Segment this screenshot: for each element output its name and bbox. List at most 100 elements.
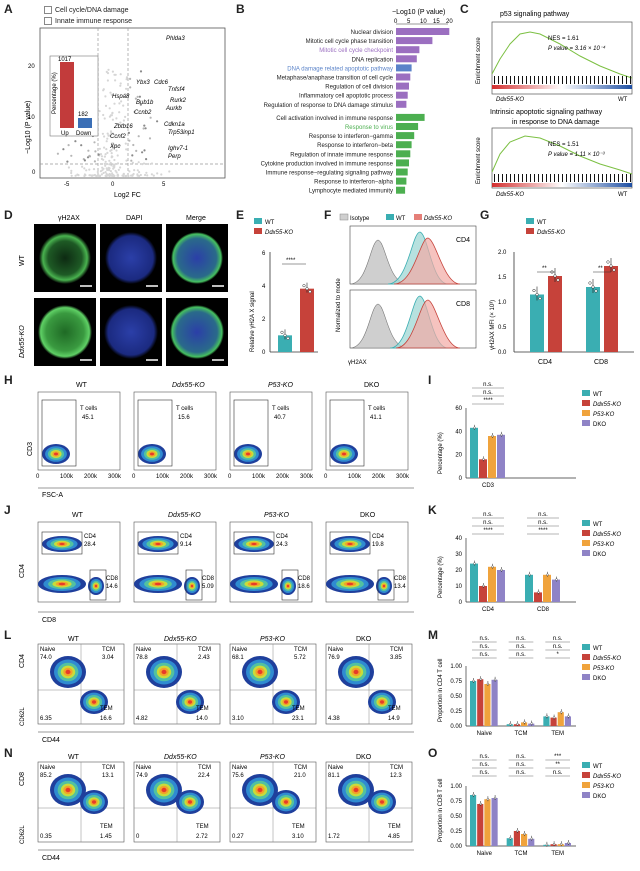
volcano-point [143,124,146,127]
dot [509,836,512,840]
tcm-value: 2.43 [198,655,210,661]
h-gate-label: T cells [368,406,385,412]
volcano-point [81,165,84,168]
panel-n-flow: WT Naive 85.2 TCM 13.1 0.35 TEM 1.45 Ddx55-KO Nai… [14,750,424,866]
dn-value: 0.35 [40,834,52,840]
dot [516,829,519,833]
bar [521,722,528,726]
volcano-point [137,135,140,138]
legend-ko: Ddx55-KO [265,230,293,236]
volcano-point [109,149,112,152]
volcano-point [62,148,65,151]
volcano-point [129,86,132,89]
g-dot [532,288,536,293]
tem-label: TEM [388,706,401,712]
flow-density [65,669,71,675]
volcano-point [93,173,96,177]
volcano-point [111,147,115,150]
sig-label: n.s. [483,512,493,518]
n-flow-plots: WT Naive 85.2 TCM 13.1 0.35 TEM 1.45 Ddx55-KO Nai… [19,754,414,862]
volcano-point [109,161,112,164]
volcano-point [122,174,125,178]
y-tick: 1.00 [450,664,462,670]
e-dot [286,336,290,340]
volcano-point [93,160,96,163]
o-bar-chart: 0.00 0.25 0.50 0.75 1.00 Proportion in CD8 T … [438,754,621,857]
volcano-point [109,173,112,176]
h-xtick: 0 [132,474,136,480]
j-gate-label: CD4 [276,534,289,540]
volcano-point [98,110,101,113]
sig-label: n.s. [479,636,489,642]
volcano-point [112,142,115,145]
legend-swatch [582,654,590,660]
y-tick: 10 [455,584,462,590]
volcano-point [109,114,112,117]
tcm-value: 12.3 [390,773,402,779]
gene-label: Hspa8 [112,94,130,100]
gsea-p: P value = 3.16 × 10⁻⁴ [548,45,606,52]
sig-label: *** [554,754,562,760]
volcano-point [74,140,77,143]
col-label: γH2AX [58,215,80,222]
legend-label: P53-KO [593,412,615,418]
h-group-title: Ddx55-KO [172,382,205,389]
gsea-frame [491,21,633,95]
tcm-value: 3.85 [390,655,402,661]
category-label: TCM [515,731,528,737]
flow-ylabel: CD8 [19,772,26,786]
dot [567,841,570,845]
volcano-point [128,139,131,142]
inset-value-down: 182 [78,112,89,118]
tcm-label: TCM [390,765,403,771]
volcano-point [105,148,108,151]
g-dot [556,278,560,282]
j-gate-value: 9.14 [180,542,192,548]
category-label: TEM [551,851,564,857]
tcm-label: TCM [102,765,115,771]
volcano-point [124,115,127,118]
bar [479,586,487,602]
gsea-nes: NES = 1.61 [548,36,580,42]
flow-group-title: Ddx55-KO [164,636,197,643]
volcano-point [106,72,110,75]
volcano-point [111,112,114,115]
volcano-point [160,173,163,176]
legend-swatch-wt [254,218,262,224]
volcano-point [122,172,125,175]
h-group-title: DKO [364,382,380,389]
volcano-point [106,174,109,177]
panel-label-m: M [428,628,438,642]
volcano-point [88,168,91,171]
sig-label: n.s. [479,762,489,768]
y-tick: 60 [455,406,462,412]
sig-label: n.s. [483,382,493,388]
go-term-bar [396,46,420,54]
legend-swatch-ko [526,228,534,234]
dot [479,678,482,681]
bar [534,592,542,602]
panel-label-k: K [428,503,437,517]
tcm-value: 21.0 [294,773,306,779]
legend-ko: Ddx55-KO [537,230,565,236]
row-label: Ddx55-KO [19,325,26,358]
y-axis-label: Proportion in CD8 T cell [438,779,444,842]
legend-swatch [582,762,590,768]
h-xtick: 300k [300,474,314,480]
volcano-point [96,170,99,174]
sig-label: n.s. [483,520,493,526]
volcano-point [156,120,159,123]
g-dot [538,296,542,301]
j-density-cd8 [94,584,98,588]
panel-label-c: C [460,2,469,16]
category-label: CD8 [537,607,550,613]
g-category-label: CD8 [594,359,608,366]
bar [550,717,557,726]
gene-label: Zbtb16 [113,124,133,130]
col-label: Merge [186,215,206,222]
go-term-bar [396,132,415,140]
volcano-point [85,169,88,172]
legend-label: P53-KO [593,542,615,548]
volcano-point [141,151,144,154]
h-plot-frame [37,391,121,471]
